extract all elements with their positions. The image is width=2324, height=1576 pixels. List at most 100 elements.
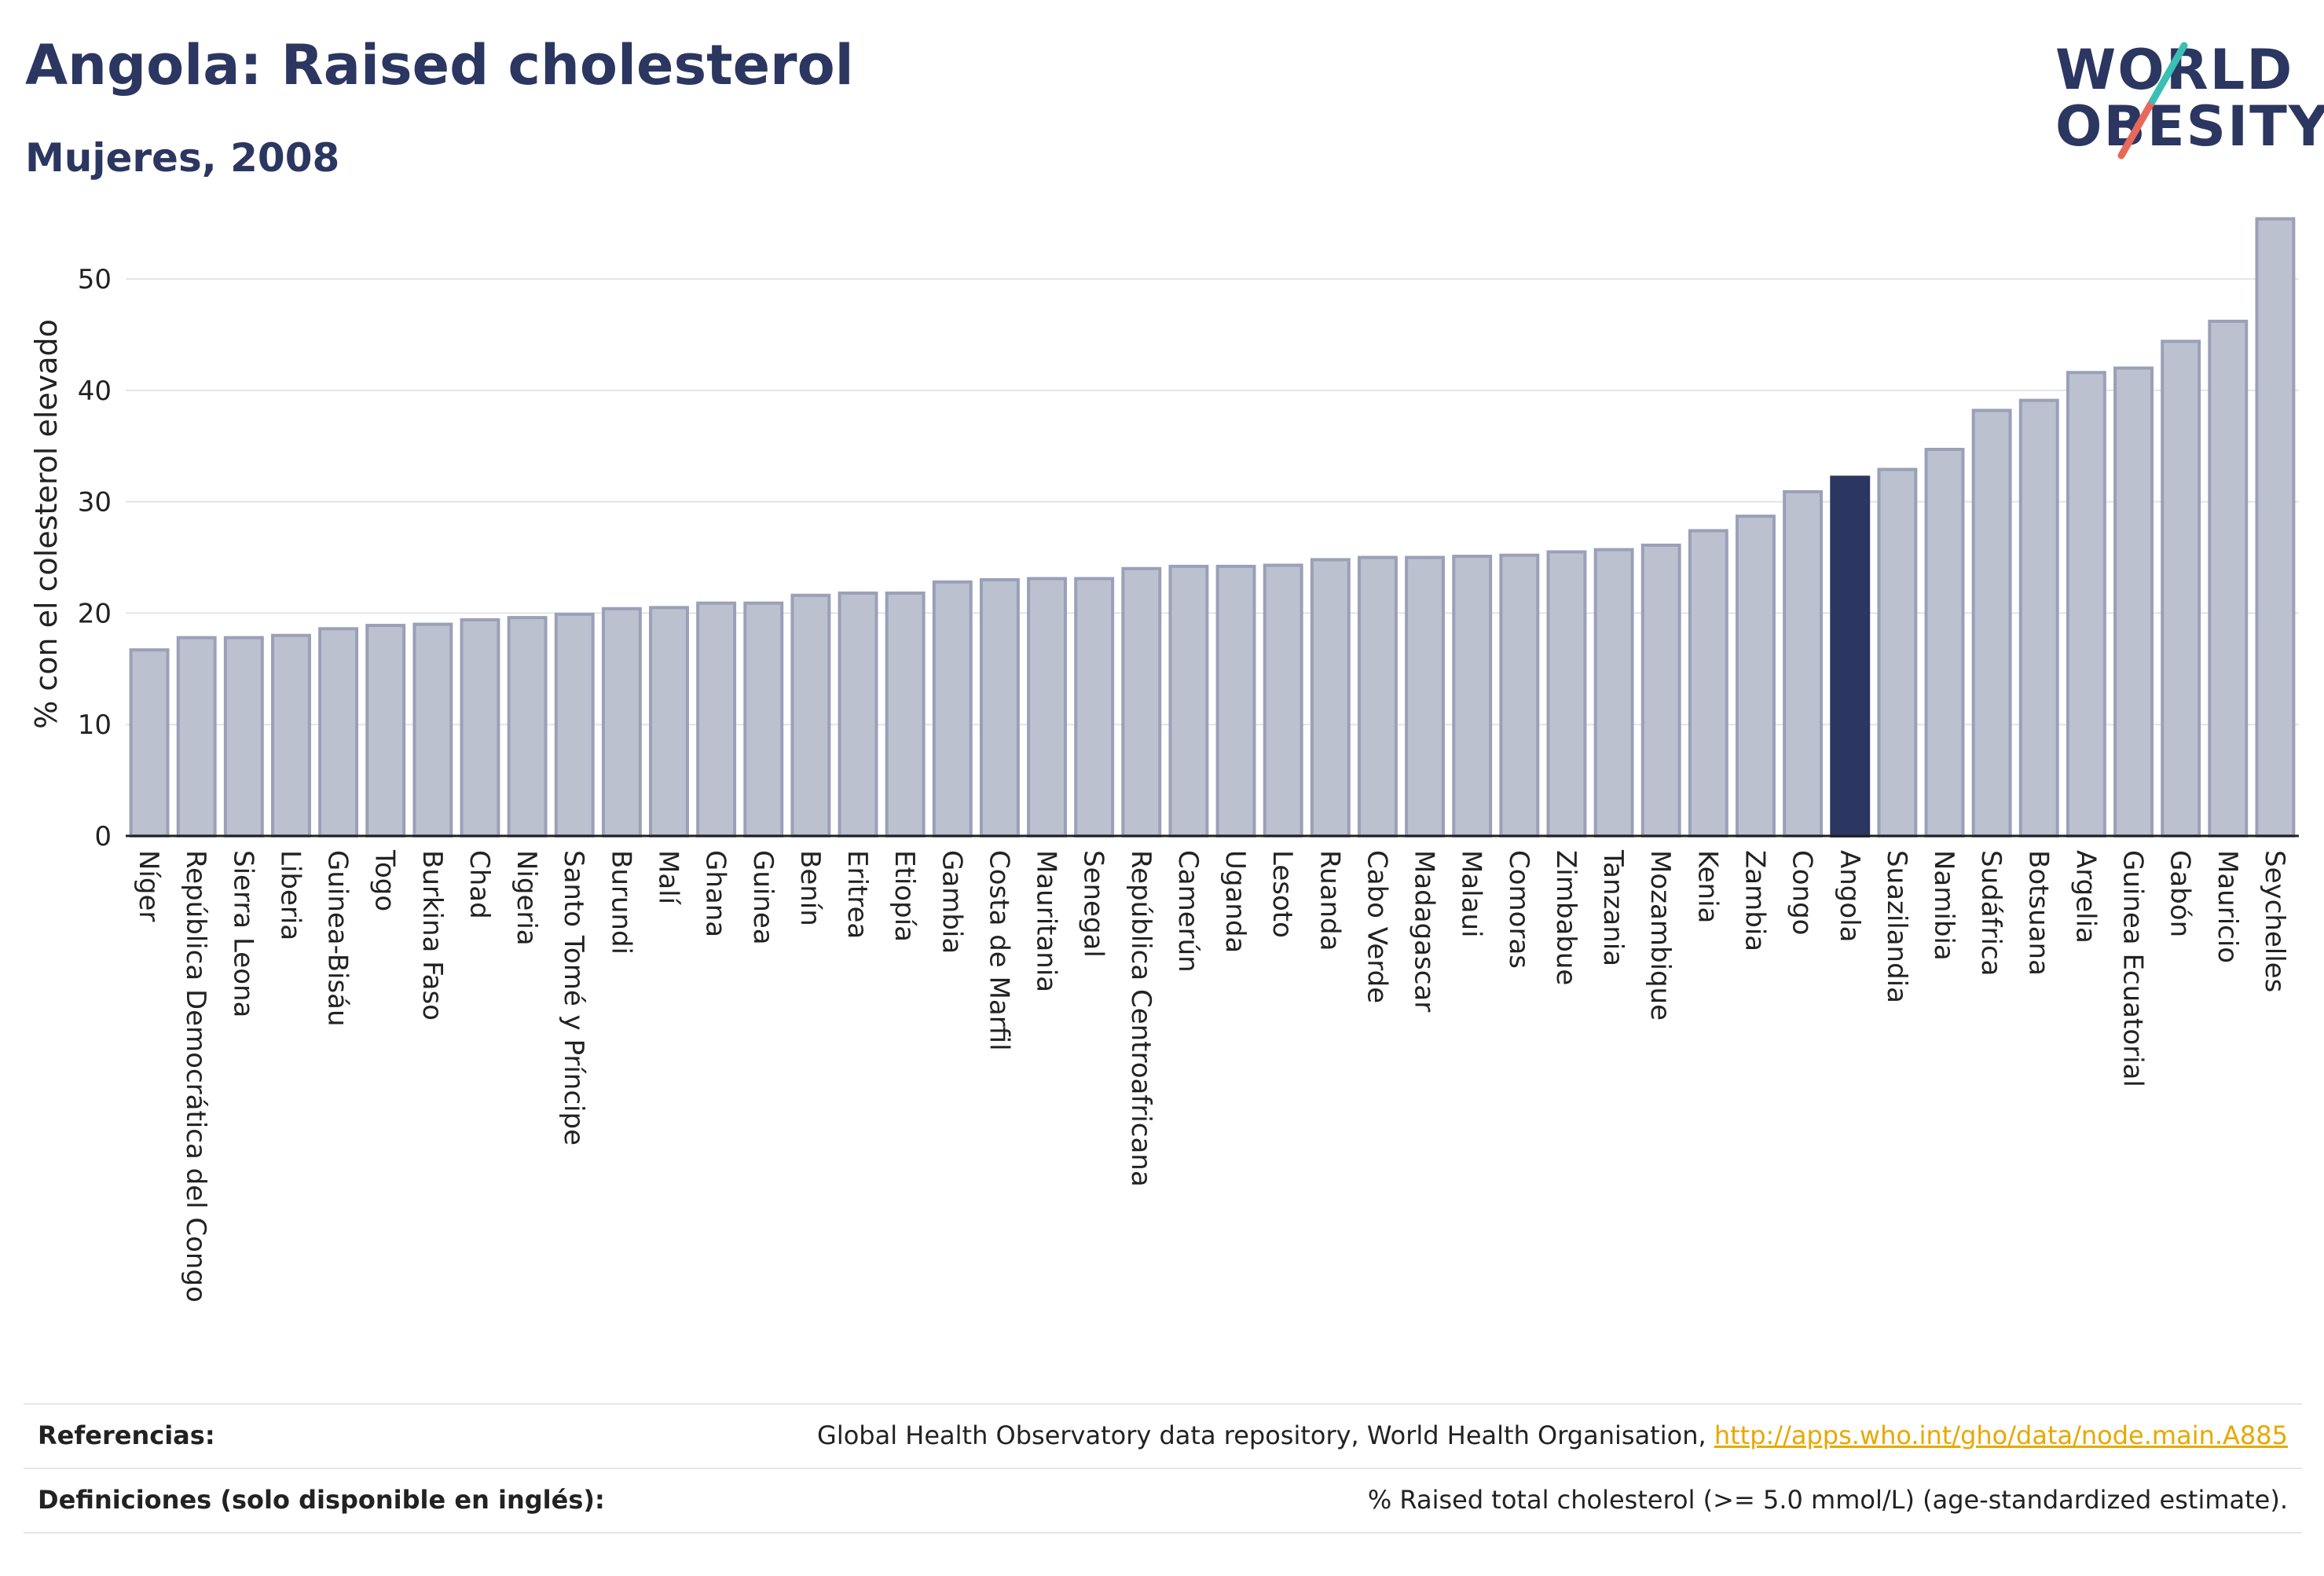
x-tick-label: Congo — [1787, 850, 1818, 935]
bar — [1546, 550, 1587, 837]
references-panel: Referencias: Global Health Observatory d… — [24, 1403, 2302, 1534]
x-tick-label: Suazilandia — [1881, 850, 1912, 1003]
bar — [1452, 555, 1493, 837]
bar — [1074, 577, 1115, 837]
x-tick-label: Burundi — [605, 850, 636, 955]
bar — [412, 622, 453, 837]
x-tick-label: Guinea Ecuatorial — [2117, 850, 2149, 1087]
x-tick-label: Burkina Faso — [416, 850, 448, 1021]
bar — [223, 636, 264, 837]
bar — [460, 618, 500, 838]
bar — [2161, 339, 2201, 837]
bar — [1263, 563, 1303, 837]
bar — [1877, 467, 1918, 838]
y-tick-label: 30 — [78, 487, 112, 519]
x-tick-label: Mozambique — [1644, 850, 1676, 1021]
x-tick-label: Gabón — [2165, 850, 2196, 937]
bar — [1783, 489, 1824, 837]
bar — [885, 591, 926, 838]
y-tick-label: 0 — [94, 821, 112, 852]
x-tick-label: Liberia — [274, 850, 306, 940]
x-tick-label: Zambia — [1739, 850, 1771, 951]
bar — [1640, 543, 1681, 837]
x-tick-label: República Centroafricana — [1125, 850, 1157, 1187]
bar — [790, 593, 831, 837]
bar — [1499, 553, 1540, 837]
x-tick-label: Uganda — [1219, 850, 1251, 953]
x-tick-label: Camerún — [1172, 850, 1204, 973]
bar — [979, 577, 1020, 838]
page-subtitle: Mujeres, 2008 — [25, 135, 340, 181]
bar-chart: 0 10 20 30 40 50 % con el colesterol elevado Ní… — [29, 217, 2299, 1303]
bar — [1405, 555, 1446, 837]
x-tick-label: Eritrea — [841, 850, 873, 939]
bar — [1358, 555, 1398, 837]
x-tick-label: Malí — [653, 850, 684, 906]
x-tick-label: Nigeria — [511, 850, 542, 946]
logo-slash-icon — [2117, 42, 2188, 159]
bar — [271, 633, 311, 837]
bar — [507, 616, 548, 837]
bar — [176, 636, 217, 837]
x-tick-label: Lesoto — [1266, 850, 1298, 938]
x-tick-label: Chad — [464, 850, 495, 919]
x-tick-label: Senegal — [1078, 850, 1109, 958]
x-tick-label: Benín — [794, 850, 826, 926]
x-tick-label: Guinea — [747, 850, 779, 945]
references-label: Referencias: — [38, 1420, 215, 1450]
x-tick-label: Madagascar — [1409, 850, 1440, 1012]
bar — [1593, 548, 1634, 837]
logo-line-2: OBESITY — [2055, 94, 2324, 159]
bar — [554, 612, 595, 837]
bar — [1830, 475, 1871, 837]
definitions-value: % Raised total cholesterol (>= 5.0 mmol/… — [1367, 1485, 2288, 1515]
x-tick-label: Sierra Leona — [227, 850, 258, 1017]
references-value: Global Health Observatory data repositor… — [817, 1420, 2288, 1450]
bar — [743, 601, 784, 837]
x-tick-label: Angola — [1834, 850, 1865, 942]
x-tick-label: Cabo Verde — [1361, 850, 1392, 1003]
references-link[interactable]: http://apps.who.int/gho/data/node.main.A… — [1714, 1420, 2288, 1450]
page-title: Angola: Raised cholesterol — [25, 33, 854, 97]
bar — [1121, 566, 1162, 837]
bar — [1168, 564, 1209, 838]
bar — [1736, 515, 1776, 837]
bar — [838, 591, 878, 838]
x-tick-label: Sudáfrica — [1975, 850, 2007, 976]
bar — [2255, 217, 2296, 837]
x-tick-label: Botsuana — [2022, 850, 2054, 976]
x-tick-label: Argelia — [2069, 850, 2101, 944]
y-tick-label: 50 — [78, 264, 112, 295]
references-source-text: Global Health Observatory data repositor… — [817, 1420, 1714, 1450]
x-tick-label: Zimbabue — [1550, 850, 1582, 985]
x-tick-label: Togo — [369, 849, 401, 911]
x-tick-label: Namibia — [1928, 850, 1959, 961]
bar — [2018, 398, 2059, 837]
world-obesity-logo: WORLD OBESITY — [2051, 22, 2324, 171]
bar — [1971, 409, 2012, 837]
bar — [1215, 564, 1256, 838]
bar — [1688, 529, 1728, 837]
x-tick-label: Seychelles — [2259, 850, 2290, 992]
x-tick-label: Malaui — [1456, 850, 1487, 937]
bar — [365, 624, 406, 838]
y-axis-label: % con el colesterol elevado — [29, 319, 64, 729]
bar — [1027, 577, 1067, 837]
bar — [932, 580, 973, 837]
bar — [1310, 558, 1351, 837]
x-tick-label: Ghana — [700, 850, 731, 937]
references-row: Referencias: Global Health Observatory d… — [24, 1403, 2302, 1468]
y-tick-label: 10 — [78, 709, 112, 741]
x-tick-label: República Democrática del Congo — [180, 850, 211, 1303]
x-tick-label: Níger — [133, 850, 164, 922]
x-tick-label: Mauricio — [2212, 850, 2243, 963]
y-tick-label: 40 — [78, 376, 112, 407]
x-tick-label: Gambia — [936, 850, 967, 954]
x-tick-label: Santo Tomé y Príncipe — [558, 850, 589, 1145]
bar — [696, 601, 737, 837]
y-tick-label: 20 — [78, 598, 112, 629]
x-tick-label: Ruanda — [1314, 850, 1345, 951]
x-tick-label: Tanzania — [1597, 849, 1629, 966]
bar — [1924, 448, 1965, 838]
bar — [601, 607, 642, 837]
